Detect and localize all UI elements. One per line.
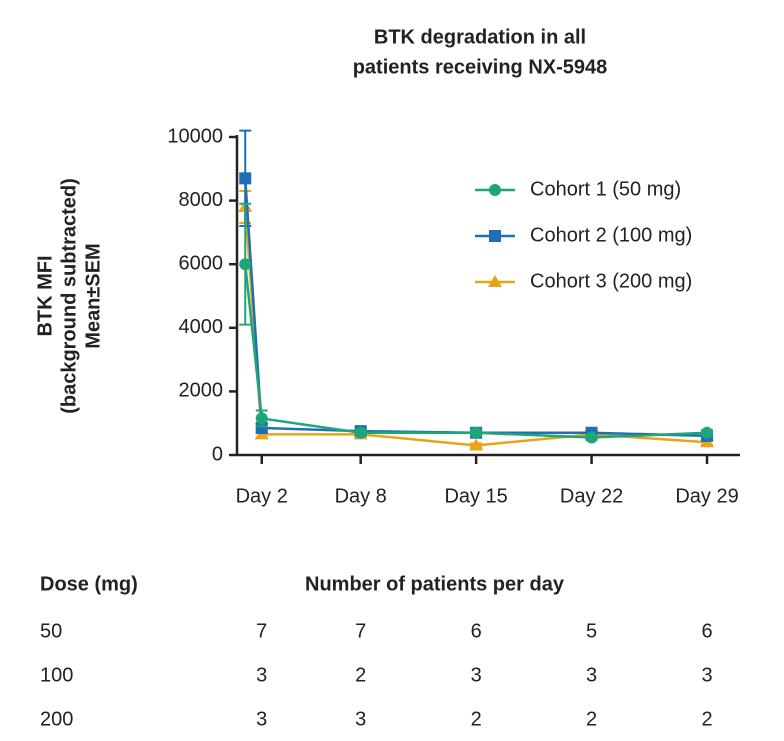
table-cell: 2 [586,708,597,730]
series-line [243,178,708,438]
table-cell: 2 [701,708,712,730]
table-cell: 3 [471,664,482,686]
y-tick-label: 10000 [167,125,223,147]
table-cell: 100 [40,664,73,686]
table-cell: 6 [701,620,712,642]
data-point [585,431,598,444]
chart-title: BTK degradation in all [374,26,586,48]
table-cell: 3 [256,664,267,686]
series-line [244,264,708,439]
x-tick-label: Day 15 [444,485,507,507]
y-axis-label-line: (background subtracted) [58,178,80,414]
data-point [255,421,268,434]
data-point [239,258,252,271]
data-point [469,438,484,451]
data-point [239,172,252,185]
data-point [354,426,367,439]
table-cell: 7 [256,620,267,642]
y-tick-label: 6000 [179,252,224,274]
legend-label: Cohort 2 (100 mg) [530,224,692,246]
x-tick-label: Day 22 [560,485,623,507]
legend-marker [489,230,501,242]
data-point [701,426,714,439]
table-cell: 2 [355,664,366,686]
table-cell: 3 [586,664,597,686]
table-header: Number of patients per day [305,573,565,595]
table-cell: 50 [40,620,62,642]
y-tick-label: 0 [212,443,223,465]
x-tick-label: Day 8 [335,485,387,507]
table-cell: 5 [586,620,597,642]
y-tick-label: 4000 [179,316,224,338]
data-point [255,412,268,425]
y-tick-label: 8000 [179,189,224,211]
table-cell: 6 [471,620,482,642]
table-cell: 3 [701,664,712,686]
table-header: Dose (mg) [40,573,138,595]
table-cell: 200 [40,708,73,730]
y-axis-label: BTK MFI (background subtracted) Mean±SEM [34,178,104,414]
x-tick-label: Day 29 [675,485,738,507]
x-tick-label: Day 2 [236,485,288,507]
legend-marker [488,275,502,287]
table-cell: 2 [471,708,482,730]
table-cell: 7 [355,620,366,642]
data-point [470,426,483,439]
table-cell: 3 [355,708,366,730]
legend-marker [489,184,501,196]
y-axis-label-line: BTK MFI [34,255,56,336]
chart-title: patients receiving NX-5948 [353,56,608,78]
table-cell: 3 [256,708,267,730]
legend-label: Cohort 1 (50 mg) [530,178,681,200]
y-axis-label-line: Mean±SEM [82,243,104,348]
legend-label: Cohort 3 (200 mg) [530,270,692,292]
y-tick-label: 2000 [179,380,224,402]
